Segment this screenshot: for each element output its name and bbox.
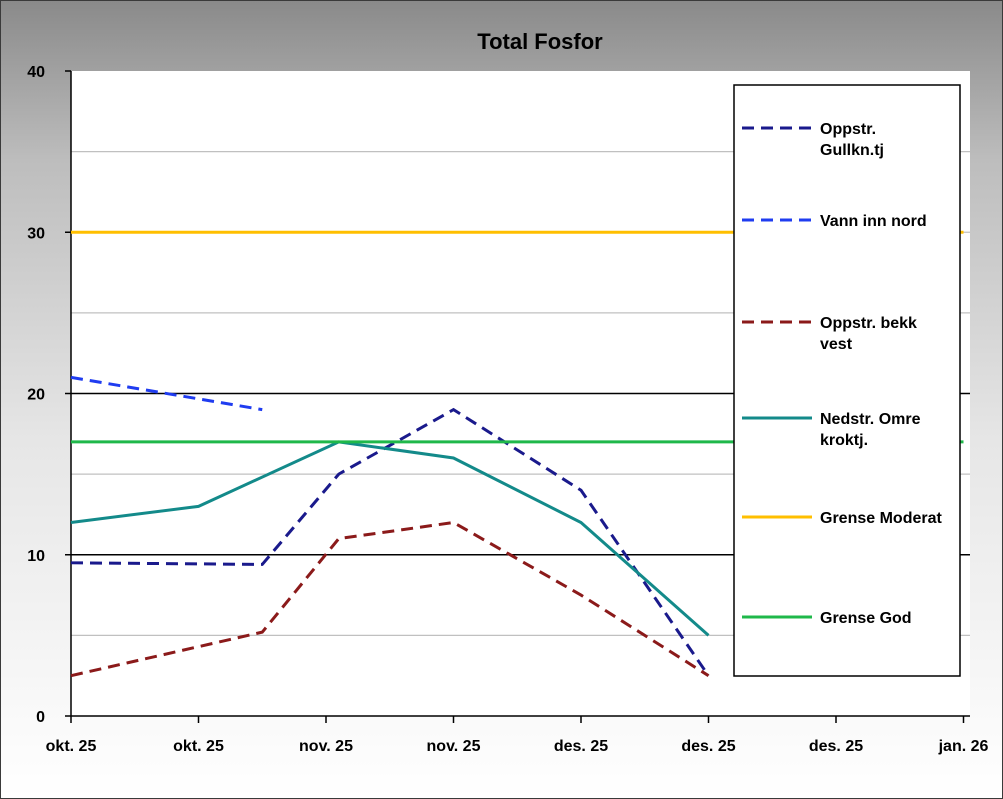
- x-tick-label: nov. 25: [427, 738, 481, 755]
- y-tick-label: 20: [27, 387, 45, 404]
- chart-title: Total Fosfor: [477, 29, 603, 54]
- legend-label: vest: [820, 336, 853, 353]
- y-tick-label: 10: [27, 548, 45, 565]
- y-tick-label: 30: [27, 225, 45, 242]
- x-tick-label: des. 25: [809, 738, 863, 755]
- x-tick-label: jan. 26: [938, 738, 989, 755]
- legend-label: kroktj.: [820, 432, 868, 449]
- series-line-1: [70, 375, 263, 412]
- y-tick-label: 40: [27, 64, 45, 81]
- x-tick-label: des. 25: [554, 738, 608, 755]
- legend-label: Nedstr. Omre: [820, 411, 921, 428]
- legend-label: Gullkn.tj: [820, 142, 884, 159]
- x-tick-label: okt. 25: [46, 738, 97, 755]
- legend-label: Oppstr. bekk: [820, 315, 917, 332]
- series-line-0: [70, 407, 710, 677]
- legend-label: Grense Moderat: [820, 510, 942, 527]
- x-tick-label: nov. 25: [299, 738, 353, 755]
- x-tick-label: des. 25: [681, 738, 735, 755]
- legend-label: Oppstr.: [820, 121, 876, 138]
- legend-label: Grense God: [820, 610, 912, 627]
- legend-label: Vann inn nord: [820, 213, 927, 230]
- y-tick-label: 0: [36, 709, 45, 726]
- series-line-3: [70, 440, 710, 637]
- legend: [733, 84, 961, 677]
- series-line-2: [70, 520, 710, 678]
- x-tick-label: okt. 25: [173, 738, 224, 755]
